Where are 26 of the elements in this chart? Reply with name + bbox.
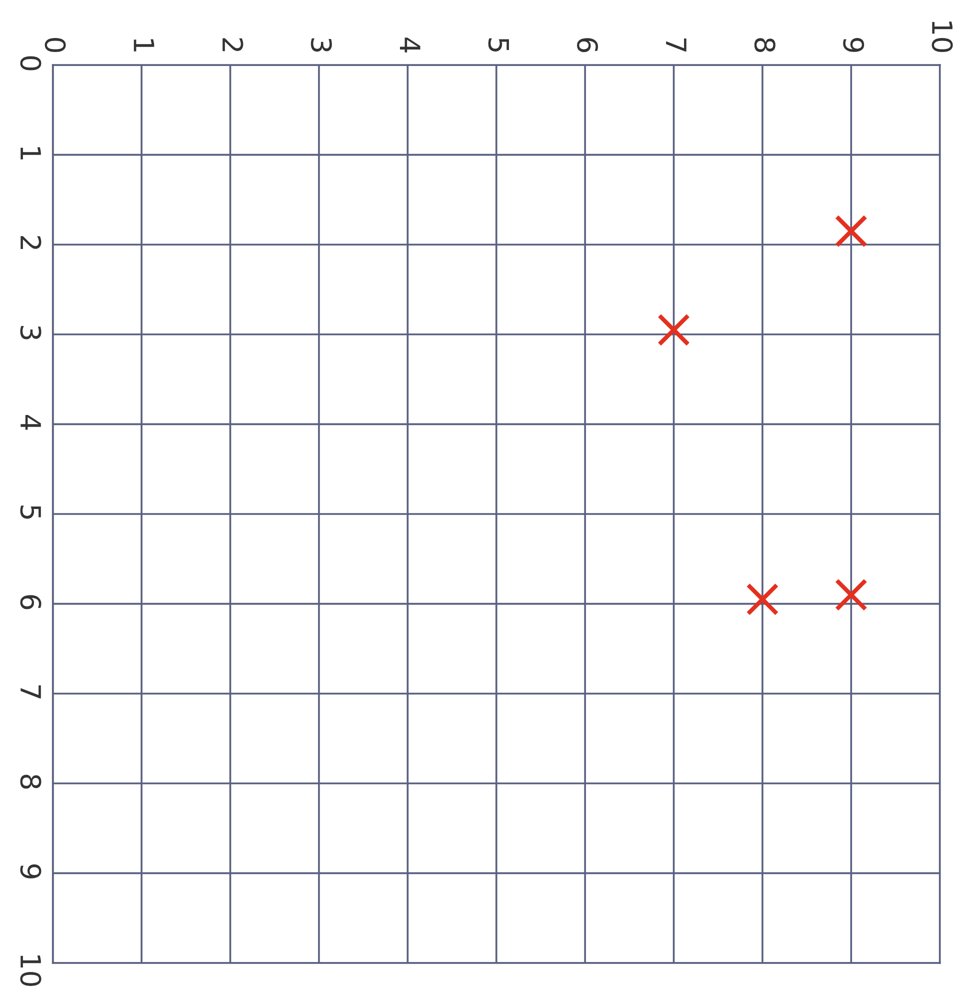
x-tick-label: 2 xyxy=(222,38,244,52)
y-tick-label: 9 xyxy=(20,864,42,878)
y-tick-label: 6 xyxy=(20,595,42,610)
x-tick-label: 4 xyxy=(400,38,420,52)
x-tick-label: 9 xyxy=(843,38,864,52)
y-tick-label: 8 xyxy=(20,774,42,789)
y-tick-label: 2 xyxy=(20,236,42,249)
y-tick-label: 4 xyxy=(20,415,41,430)
x-tick-label: 1 xyxy=(134,39,154,52)
x-tick-label: 6 xyxy=(576,38,598,52)
x-tick-label: 8 xyxy=(754,38,776,52)
y-tick-label: 7 xyxy=(20,685,41,698)
y-tick-label: 1 xyxy=(20,147,41,160)
x-tick-label: 10 xyxy=(932,22,953,52)
y-tick-label: 10 xyxy=(20,956,42,986)
y-tick-label: 0 xyxy=(20,56,42,70)
point xyxy=(834,578,868,612)
point xyxy=(834,214,868,248)
x-tick-label: 7 xyxy=(666,38,686,52)
y-tick-label: 5 xyxy=(20,506,41,519)
y-tick-label: 3 xyxy=(20,326,42,340)
x-tick-label: 3 xyxy=(310,38,332,52)
point xyxy=(657,314,690,346)
point xyxy=(746,582,779,616)
x-tick-label: 5 xyxy=(488,38,509,52)
x-tick-label: 0 xyxy=(44,38,66,52)
